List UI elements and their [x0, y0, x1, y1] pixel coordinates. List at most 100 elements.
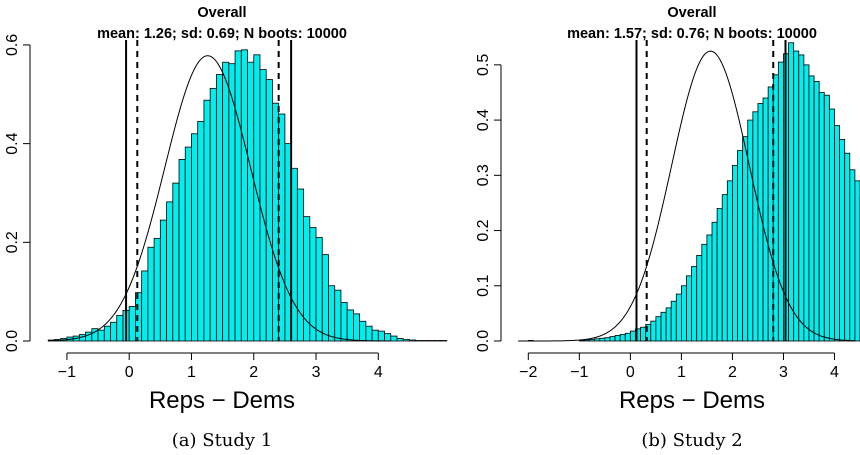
histogram-bar — [159, 219, 167, 342]
histogram-bar — [619, 333, 626, 342]
histogram-bar — [640, 326, 647, 342]
histogram-bar — [788, 42, 795, 342]
y-tick-label: 0.3 — [475, 164, 492, 186]
histogram-bar — [259, 69, 267, 342]
y-tick-label: 0.4 — [475, 109, 492, 131]
histogram-bar — [578, 340, 585, 342]
histogram-bar — [184, 146, 192, 342]
histogram-bar — [624, 332, 631, 342]
histogram-bar — [680, 285, 687, 342]
y-tick-label: 0.0 — [475, 330, 492, 352]
histogram-bar — [747, 119, 754, 342]
interval-lines — [125, 40, 293, 341]
axes: −1 0 1 2 3 4 0.0 0.2 0.4 0.6 — [4, 34, 383, 381]
x-tick-label: −2 — [519, 364, 537, 381]
histogram-bar — [629, 330, 636, 342]
histogram-bar — [153, 237, 161, 342]
histogram-bar — [215, 74, 224, 342]
interval-lines — [635, 40, 787, 341]
histogram-bar — [594, 338, 601, 342]
histogram-bar — [701, 243, 708, 342]
histogram-bar — [197, 121, 205, 342]
histogram-bar — [604, 337, 611, 342]
histogram-bar — [813, 81, 820, 342]
histogram-bar — [172, 182, 180, 342]
histogram-bar — [141, 270, 149, 342]
histogram-bar — [752, 111, 759, 342]
normal-fit-curve — [48, 55, 391, 342]
panel-caption: (a) Study 1 — [172, 430, 273, 451]
histogram-bar — [296, 188, 304, 342]
y-tick-label: 0.6 — [4, 34, 21, 56]
histogram-bar — [691, 266, 698, 342]
histogram-bar — [365, 325, 373, 342]
histogram-bar — [303, 216, 311, 342]
histogram-bar — [253, 54, 261, 342]
y-tick-label: 0.5 — [475, 54, 492, 76]
x-tick-label: 3 — [312, 364, 321, 381]
histogram-bar — [409, 339, 417, 342]
histogram-bar — [402, 339, 410, 342]
histogram-bar — [762, 97, 769, 342]
histogram-bar — [321, 254, 329, 342]
histogram-bar — [675, 293, 682, 342]
histogram-bar — [721, 194, 728, 342]
y-tick-label: 0.2 — [4, 231, 21, 253]
normal-fit-curve — [518, 50, 855, 342]
histogram-bar — [726, 180, 733, 342]
histogram-bar — [849, 169, 856, 342]
x-tick-label: 1 — [677, 364, 686, 381]
histogram-bar — [737, 150, 744, 342]
histogram-bar — [716, 208, 723, 342]
histogram-bar — [328, 285, 336, 342]
histogram-bar — [103, 325, 111, 342]
x-tick-label: −1 — [58, 364, 76, 381]
chart-title: Overall — [667, 5, 716, 21]
histogram-bar — [222, 61, 230, 342]
histogram-bar — [660, 311, 667, 342]
histogram-bar — [234, 50, 242, 342]
panel-study-2: Overall mean: 1.57; sd: 0.76; N boots: 1… — [475, 5, 860, 451]
histogram-bar — [609, 336, 616, 342]
y-tick-label: 0.0 — [4, 330, 21, 352]
histogram-bar — [589, 338, 596, 342]
histogram-bar — [732, 164, 738, 342]
histogram-bar — [828, 108, 835, 342]
histogram-bar — [808, 75, 815, 342]
x-tick-label: 4 — [830, 364, 839, 381]
histogram-bars — [527, 42, 860, 342]
x-tick-label: 1 — [187, 364, 196, 381]
histogram-bar — [650, 320, 657, 342]
histogram-bar — [166, 201, 174, 342]
y-tick-label: 0.1 — [475, 275, 492, 297]
histogram-bar — [655, 316, 662, 342]
x-tick-label: 2 — [249, 364, 258, 381]
histogram-bar — [359, 320, 367, 342]
histogram-bar — [309, 227, 317, 342]
histogram-bar — [390, 335, 398, 342]
histogram-bar — [265, 79, 273, 342]
histogram-bar — [844, 152, 851, 342]
histogram-bar — [742, 136, 749, 342]
histogram-bar — [599, 337, 606, 342]
histogram-bar — [803, 64, 810, 342]
histogram-bar — [777, 61, 784, 342]
histogram-bar — [839, 139, 846, 342]
histogram-bar — [128, 306, 136, 342]
y-tick-label: 0.4 — [4, 132, 21, 154]
x-tick-label: 3 — [779, 364, 788, 381]
histogram-bar — [823, 94, 830, 342]
histogram-bar — [110, 321, 118, 342]
histogram-bar — [665, 307, 672, 342]
histogram-bar — [377, 330, 385, 342]
histogram-bar — [116, 314, 124, 342]
histogram-bar — [203, 99, 211, 342]
histogram-bar — [834, 125, 840, 342]
x-tick-label: −1 — [570, 364, 588, 381]
histogram-bar — [371, 329, 379, 342]
histogram-bar — [711, 221, 718, 342]
histogram-bar — [384, 333, 392, 342]
histogram-bar — [670, 300, 677, 342]
histogram-bar — [584, 339, 590, 342]
chart-subtitle: mean: 1.26; sd: 0.69; N boots: 10000 — [97, 26, 347, 42]
